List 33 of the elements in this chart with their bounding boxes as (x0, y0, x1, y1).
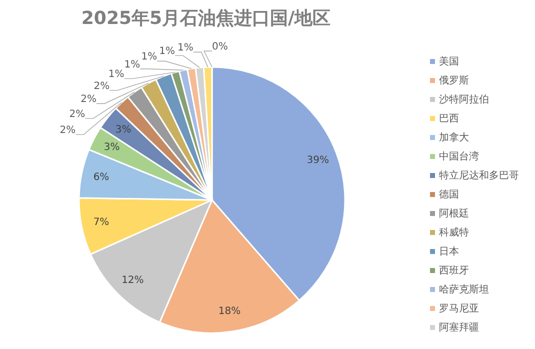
data-label: 1% (177, 42, 194, 54)
legend-label: 日本 (439, 246, 459, 258)
chart-title: 2025年5月石油焦进口国/地区 (81, 8, 331, 29)
legend-label: 沙特阿拉伯 (439, 94, 489, 106)
legend-label: 中国台湾 (439, 150, 479, 162)
text: 0% (212, 42, 228, 52)
legend-label: 阿塞拜疆 (439, 322, 479, 334)
data-label: 7% (93, 217, 110, 228)
data-label: 2% (94, 80, 110, 92)
data-label: 2% (69, 108, 86, 120)
legend-label: 俄罗斯 (439, 74, 469, 86)
data-label: 1% (141, 52, 158, 63)
data-label: 6% (93, 172, 110, 183)
data-label: 3% (115, 124, 132, 136)
legend-label: 科威特 (439, 226, 469, 238)
legend-label: 特立尼达和多巴哥 (439, 170, 519, 182)
legend-label: 哈萨克斯坦 (439, 284, 489, 296)
data-label: 1% (124, 59, 140, 70)
legend-label: 加拿大 (439, 132, 469, 144)
legend-label: 德国 (439, 190, 459, 200)
data-label: 18% (218, 306, 241, 318)
data-label: 2% (80, 94, 97, 106)
legend-label: 巴西 (439, 114, 459, 124)
legend-label: 罗马尼亚 (439, 304, 479, 314)
data-label: 2% (60, 125, 76, 136)
data-label: 1% (108, 69, 124, 80)
legend-label: 西班牙 (439, 264, 469, 276)
data-label: 12% (122, 275, 144, 286)
legend-label: 阿根廷 (439, 208, 469, 220)
data-label: 1% (159, 46, 175, 58)
legend-label: 美国 (439, 56, 459, 68)
data-label: 3% (104, 142, 120, 154)
data-label: 39% (306, 154, 330, 166)
